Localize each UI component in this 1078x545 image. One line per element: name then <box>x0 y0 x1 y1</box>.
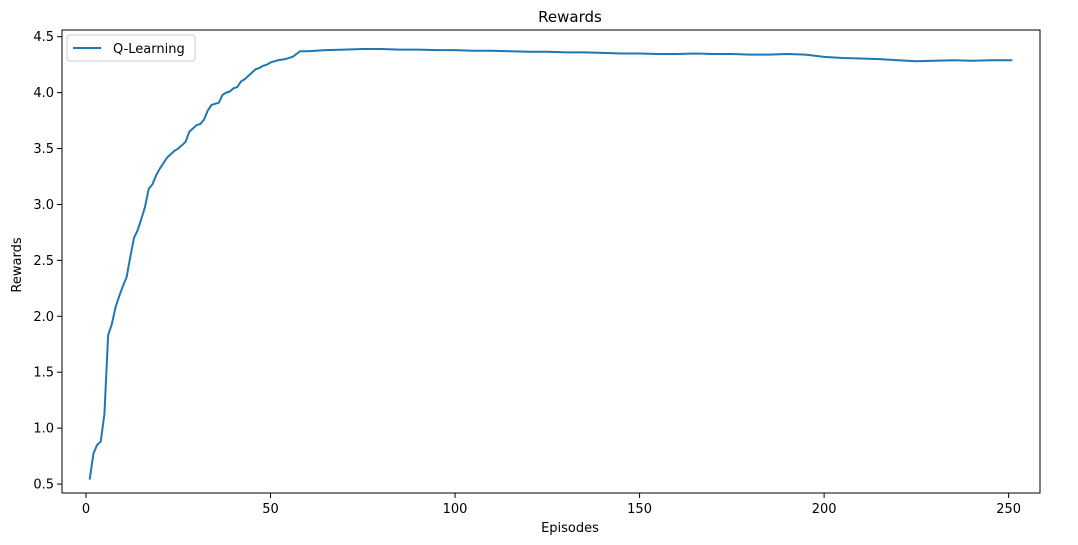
y-tick-label: 4.0 <box>33 86 54 101</box>
x-tick-label: 150 <box>627 502 652 517</box>
legend-label: Q-Learning <box>113 42 185 57</box>
x-axis-title: Episodes <box>541 521 599 536</box>
series-line-q-learning <box>88 48 1013 480</box>
legend-box <box>66 34 196 62</box>
plot-frame <box>61 29 1041 494</box>
x-tick-label: 200 <box>812 502 837 517</box>
y-tick-label: 0.5 <box>33 478 54 493</box>
y-tick-label: 3.5 <box>33 142 54 157</box>
y-tick-label: 1.5 <box>33 366 54 381</box>
chart-title: Rewards <box>538 8 602 26</box>
y-axis-ticks: 0.5 1.0 1.5 2.0 2.5 3.0 3.5 4.0 4.5 <box>33 30 62 493</box>
x-tick-label: 50 <box>262 502 279 517</box>
y-tick-label: 2.0 <box>33 310 54 325</box>
legend: Q-Learning <box>66 34 196 62</box>
y-tick-label: 3.0 <box>33 198 54 213</box>
x-tick-label: 100 <box>443 502 468 517</box>
plot-area <box>88 48 1013 480</box>
y-tick-label: 2.5 <box>33 254 54 269</box>
y-tick-label: 1.0 <box>33 422 54 437</box>
x-tick-label: 250 <box>996 502 1021 517</box>
x-tick-label: 0 <box>82 502 90 517</box>
y-axis-title: Rewards <box>10 237 25 292</box>
x-axis-ticks: 0 50 100 150 200 250 <box>82 493 1021 517</box>
y-tick-label: 4.5 <box>33 30 54 45</box>
